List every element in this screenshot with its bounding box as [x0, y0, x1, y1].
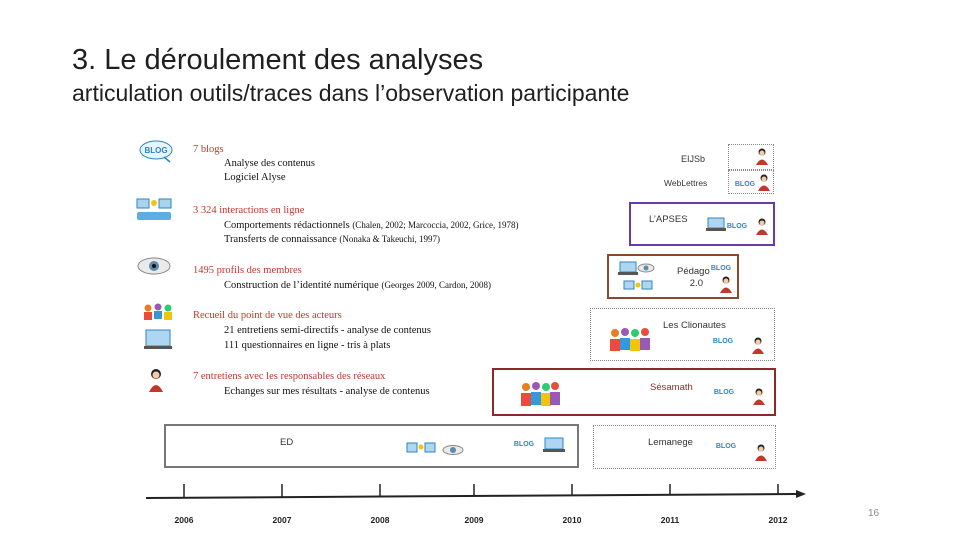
blog-icon: BLOG — [714, 389, 735, 396]
blog-icon: BLOG — [735, 181, 756, 188]
row-interactions-line: Comportements rédactionnels (Chalen, 200… — [224, 220, 519, 231]
slide-number: 16 — [868, 508, 880, 519]
network-label: ED — [280, 437, 294, 448]
network-box-pedago: Pédago 2.0 BLOG — [607, 254, 739, 299]
group-people-icon — [610, 328, 650, 351]
pedago-name-line1: Pédago — [677, 266, 710, 277]
network-box-sesamath: Sésamath BLOG — [492, 368, 776, 416]
line-text: Transferts de connaissance — [224, 234, 340, 245]
network-box-apses: L’APSES BLOG — [629, 202, 775, 246]
row-actors-title: Recueil du point de vue des acteurs — [193, 310, 342, 321]
laptop-icon — [543, 437, 565, 452]
network-label: L’APSES — [649, 214, 688, 225]
group-people-icon — [521, 382, 560, 406]
blog-icon: BLOG — [716, 443, 737, 450]
slide-subtitle: articulation outils/traces dans l’observ… — [72, 80, 630, 106]
timeline-year: 2007 — [272, 515, 292, 525]
blog-icon: BLOG — [713, 338, 734, 345]
row-blogs-line: Logiciel Alyse — [224, 172, 286, 183]
svg-text:BLOG: BLOG — [735, 181, 756, 188]
computers-network-icon — [136, 198, 172, 220]
eye-icon — [637, 263, 655, 273]
pedago-name-line2: 2.0 — [689, 278, 703, 289]
svg-text:BLOG: BLOG — [714, 389, 735, 396]
timeline-year: 2012 — [768, 515, 788, 525]
network-label: EIJSb — [681, 154, 706, 164]
network-box-weblettres: BLOG — [728, 170, 774, 194]
person-icon — [755, 444, 767, 461]
person-icon — [149, 369, 163, 392]
network-box-ed: ED BLOG — [164, 424, 579, 468]
eye-icon — [137, 257, 171, 275]
person-icon — [752, 337, 764, 354]
person-icon — [756, 148, 768, 165]
citation: (Chalen, 2002; Marcoccia, 2002, Grice, 1… — [352, 220, 519, 230]
row-actors-line: 21 entretiens semi-directifs - analyse d… — [224, 325, 432, 336]
blog-icon: BLOG — [139, 140, 173, 163]
line-text: Comportements rédactionnels — [224, 220, 353, 231]
network-label: Lemanege — [648, 437, 693, 448]
row-profiles-line: Construction de l’identité numérique (Ge… — [224, 280, 491, 291]
network-label: Sésamath — [650, 382, 693, 393]
line-text: Construction de l’identité numérique — [224, 280, 382, 291]
svg-text:BLOG: BLOG — [716, 443, 737, 450]
person-icon — [753, 388, 765, 405]
eye-icon — [442, 445, 464, 455]
blog-icon: BLOG — [514, 441, 535, 448]
network-box-lemanege: Lemanege BLOG — [593, 425, 776, 469]
network-box-eijsb — [728, 144, 774, 170]
person-icon — [720, 276, 732, 293]
network-box-clionautes: Les Clionautes BLOG — [590, 308, 775, 361]
row-interactions-line: Transferts de connaissance (Nonaka & Tak… — [224, 234, 440, 245]
row-blogs-line: Analyse des contenus — [224, 158, 315, 169]
slide-title: 3. Le déroulement des analyses — [72, 44, 484, 76]
citation: (Georges 2009, Cardon, 2008) — [381, 280, 492, 290]
row-interactions-title: 3 324 interactions en ligne — [193, 205, 305, 216]
svg-text:BLOG: BLOG — [144, 146, 167, 155]
row-blogs-title: 7 blogs — [193, 144, 224, 155]
row-interviews-line: Echanges sur mes résultats - analyse de … — [224, 386, 430, 397]
row-interviews-title: 7 entretiens avec les responsables des r… — [193, 371, 386, 382]
row-profiles-title: 1495 profils des membres — [193, 265, 302, 276]
person-icon — [758, 174, 770, 191]
laptop-icon — [706, 217, 726, 231]
timeline-year: 2010 — [562, 515, 582, 525]
svg-text:BLOG: BLOG — [713, 338, 734, 345]
blog-icon: BLOG — [711, 265, 732, 272]
timeline-year: 2011 — [660, 515, 680, 525]
blog-icon: BLOG — [727, 223, 748, 230]
network-label: Pédago 2.0 — [677, 266, 710, 290]
row-actors-line: 111 questionnaires en ligne - tris à pla… — [224, 340, 391, 351]
svg-text:BLOG: BLOG — [514, 441, 535, 448]
laptop-icon — [618, 261, 638, 275]
svg-text:BLOG: BLOG — [727, 223, 748, 230]
network-label: Les Clionautes — [663, 320, 726, 331]
timeline-year: 2008 — [370, 515, 390, 525]
network-label: WebLettres — [664, 178, 708, 188]
computers-network-icon — [623, 280, 653, 290]
citation: (Nonaka & Takeuchi, 1997) — [339, 234, 441, 244]
group-people-icon — [144, 303, 172, 349]
computers-network-icon — [406, 442, 436, 453]
timeline-year: 2006 — [174, 515, 194, 525]
person-icon — [756, 218, 768, 235]
svg-text:BLOG: BLOG — [711, 265, 732, 272]
timeline-year: 2009 — [464, 515, 484, 525]
